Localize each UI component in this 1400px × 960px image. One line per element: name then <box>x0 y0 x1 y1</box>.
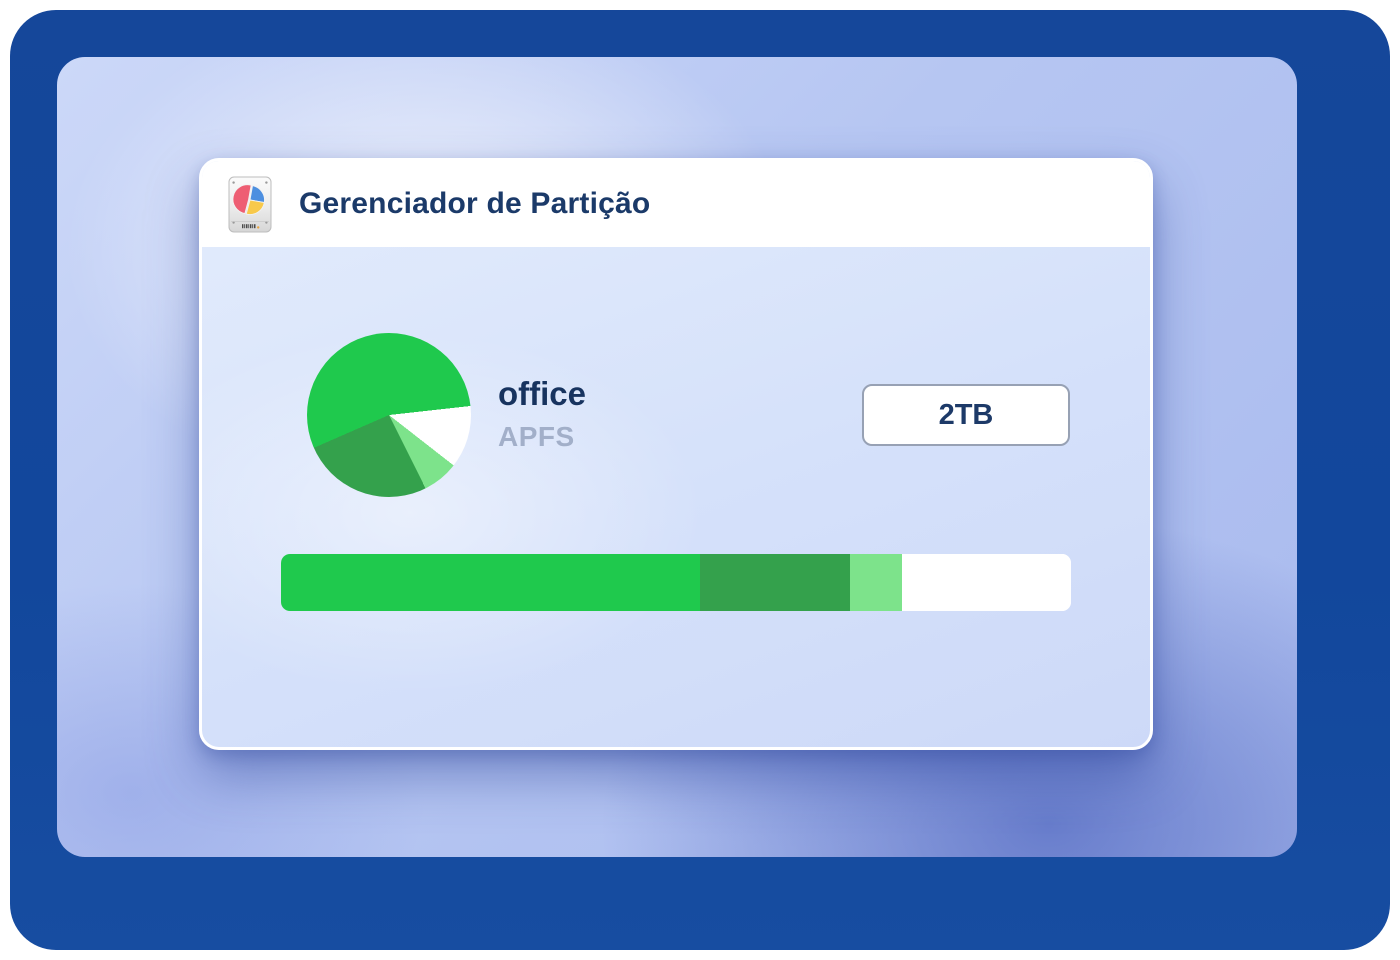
partition-name: office <box>498 375 587 412</box>
window-title: Gerenciador de Partição <box>299 187 651 220</box>
partition-size-button[interactable]: 2TB <box>862 384 1070 446</box>
usage-bar <box>281 554 1071 611</box>
partition-size-label: 2TB <box>938 398 994 431</box>
usage-bar-segment-used-light <box>849 554 902 611</box>
usage-bar-segment-used-primary <box>281 554 700 611</box>
disk-utility-icon <box>228 176 272 232</box>
usage-bar-segment-used-dark <box>699 554 850 611</box>
partition-labels: office APFS <box>498 375 586 453</box>
usage-bar-segment-free <box>901 554 1071 611</box>
partition-filesystem: APFS <box>498 420 575 452</box>
partition-manager-window: Gerenciador de Partição office APFS 2TB <box>199 158 1153 750</box>
usage-pie-chart <box>307 333 471 497</box>
window-header: Gerenciador de Partição <box>202 161 1150 247</box>
wallpaper-panel: Gerenciador de Partição office APFS 2TB <box>57 57 1297 857</box>
barcode-detail <box>242 223 256 228</box>
